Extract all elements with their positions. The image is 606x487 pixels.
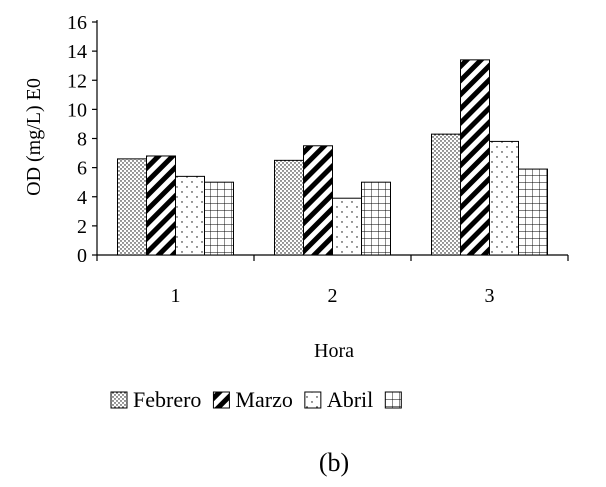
- legend-label-febrero: Febrero: [133, 387, 201, 412]
- bar-febrero-3: [431, 133, 461, 256]
- legend-swatch-series-4: [384, 391, 402, 409]
- y-tick-label: 2: [77, 216, 87, 238]
- y-tick-label: 8: [77, 129, 87, 151]
- y-tick-label: 4: [77, 187, 87, 209]
- bar-marzo-2: [303, 145, 333, 256]
- x-axis-label: Hora: [314, 340, 354, 362]
- bar-marzo-1: [146, 155, 176, 256]
- legend-swatch-marzo: [212, 391, 230, 409]
- figure-caption: (b): [319, 448, 349, 477]
- bar-abril-1: [175, 175, 205, 256]
- y-tick-label: 16: [67, 12, 87, 34]
- x-tick-label: 3: [485, 285, 495, 307]
- y-axis-label: OD (mg/L) E0: [23, 78, 45, 196]
- bar-series-4-1: [204, 181, 234, 256]
- bar-febrero-1: [117, 158, 147, 256]
- bar-febrero-2: [274, 159, 304, 256]
- legend-label-abril: Abril: [327, 387, 373, 412]
- legend-label-marzo: Marzo: [235, 387, 292, 412]
- bar-abril-2: [332, 197, 362, 256]
- legend-swatch-febrero: [110, 391, 128, 409]
- legend-swatch-abril: [304, 391, 322, 409]
- legend: Febrero Marzo Abril: [110, 387, 402, 412]
- bar-marzo-3: [460, 59, 490, 256]
- y-tick-label: 0: [77, 245, 87, 267]
- x-tick-label: 2: [328, 285, 338, 307]
- y-tick-label: 14: [67, 41, 87, 63]
- bar-series-4-2: [361, 181, 391, 256]
- y-tick-label: 12: [67, 70, 87, 92]
- bar-abril-3: [489, 140, 519, 256]
- x-tick-label: 1: [171, 285, 181, 307]
- y-tick-label: 10: [67, 99, 87, 121]
- y-tick-label: 6: [77, 158, 87, 180]
- bar-series-4-3: [518, 168, 548, 256]
